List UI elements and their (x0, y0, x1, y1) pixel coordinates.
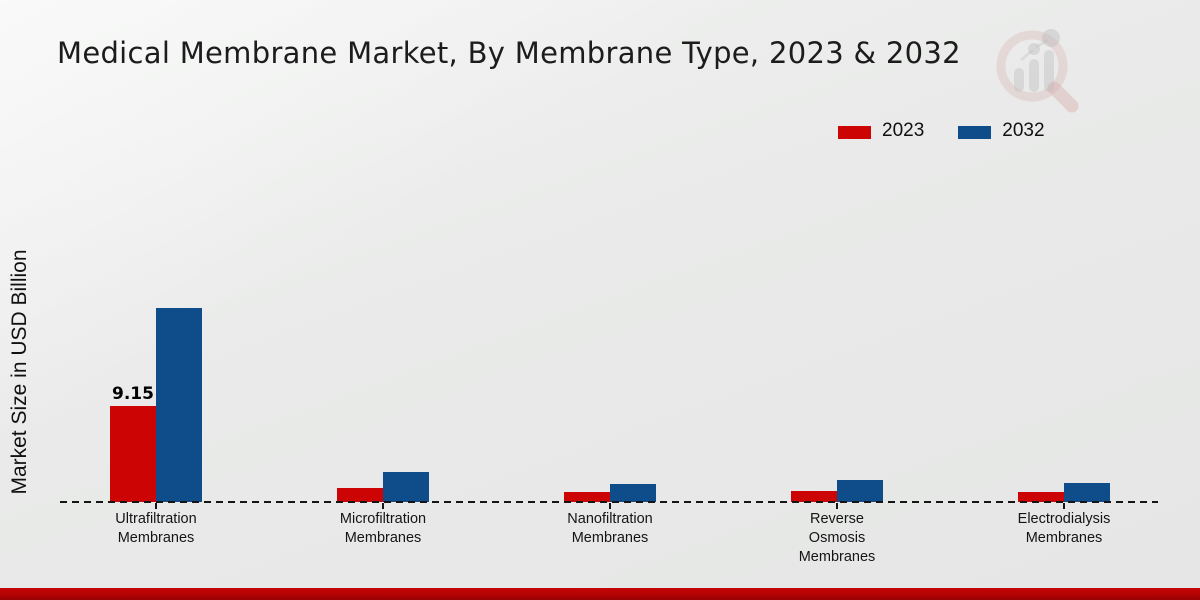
x-axis-tick (836, 503, 838, 509)
market-research-future-logo-icon (988, 22, 1083, 114)
bar-2032-nanofiltration-membranes (610, 483, 656, 502)
category-label: Reverse Osmosis Membranes (798, 511, 876, 565)
chart-title: Medical Membrane Market, By Membrane Typ… (57, 36, 961, 70)
bar-2023-microfiltration-membranes (337, 487, 383, 502)
legend-label-2032: 2032 (1002, 120, 1045, 141)
category-label: Ultrafiltration Membranes (115, 511, 197, 546)
x-axis-tick (155, 503, 157, 509)
legend-label-2023: 2023 (882, 120, 925, 141)
bar-2023-nanofiltration-membranes (564, 492, 610, 502)
legend-item-2023: 2023 (838, 120, 924, 142)
bar-2032-microfiltration-membranes (383, 471, 429, 502)
x-axis-tick (382, 503, 384, 509)
x-axis-dashed-baseline (60, 501, 1158, 503)
bar-2023-ultrafiltration-membranes (110, 406, 156, 502)
legend-swatch-2032 (958, 125, 992, 139)
bar-2023-electrodialysis-membranes (1018, 492, 1064, 502)
bar-2032-ultrafiltration-membranes (156, 307, 202, 502)
category-label: Nanofiltration Membranes (567, 511, 653, 546)
legend-swatch-2023 (838, 125, 871, 139)
x-axis-tick (609, 503, 611, 509)
footer-bar (0, 588, 1200, 600)
category-label: Microfiltration Membranes (339, 511, 427, 546)
category-label: Electrodialysis Membranes (1017, 511, 1111, 546)
bar-2023-reverse-osmosis-membranes (791, 490, 837, 502)
legend-item-2032: 2032 (958, 120, 1045, 142)
bar-2032-electrodialysis-membranes (1064, 482, 1110, 502)
legend: 2023 2032 (838, 120, 1045, 142)
bar-value-label: 9.15 (112, 384, 154, 405)
bar-2032-reverse-osmosis-membranes (837, 480, 883, 502)
x-axis-tick (1063, 503, 1065, 509)
